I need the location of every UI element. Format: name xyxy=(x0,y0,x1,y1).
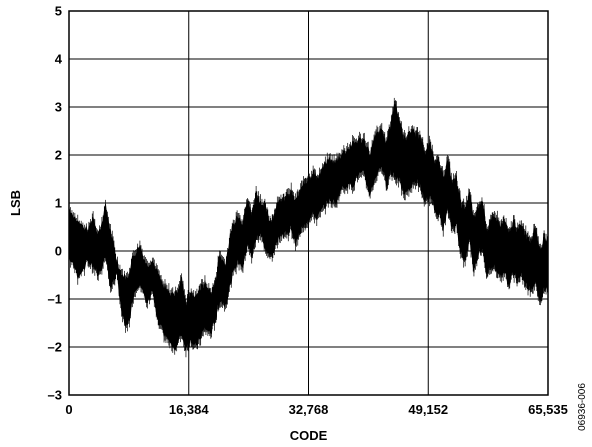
y-tick-label: –3 xyxy=(48,388,62,403)
y-tick-label: 5 xyxy=(55,4,62,19)
y-axis-title: LSB xyxy=(8,190,23,216)
plot-frame xyxy=(68,10,549,396)
data-band xyxy=(68,97,549,358)
y-tick-label: 0 xyxy=(55,244,62,259)
y-tick-label: –2 xyxy=(48,340,62,355)
x-tick-label: 49,152 xyxy=(408,402,448,417)
x-tick-label: 16,384 xyxy=(169,402,210,417)
x-axis-title: CODE xyxy=(290,428,328,443)
x-tick-label: 32,768 xyxy=(289,402,329,417)
y-tick-label: –1 xyxy=(48,292,62,307)
figure-id: 06936-006 xyxy=(577,383,588,431)
x-tick-labels: 0 16,384 32,768 49,152 65,535 xyxy=(65,402,568,417)
x-tick-label: 65,535 xyxy=(528,402,568,417)
y-tick-label: 3 xyxy=(55,100,62,115)
y-tick-label: 2 xyxy=(55,148,62,163)
y-tick-label: 4 xyxy=(55,52,63,67)
y-tick-label: 1 xyxy=(55,196,62,211)
y-tick-labels: –3 –2 –1 0 1 2 3 4 5 xyxy=(48,4,63,403)
x-tick-label: 0 xyxy=(65,402,72,417)
